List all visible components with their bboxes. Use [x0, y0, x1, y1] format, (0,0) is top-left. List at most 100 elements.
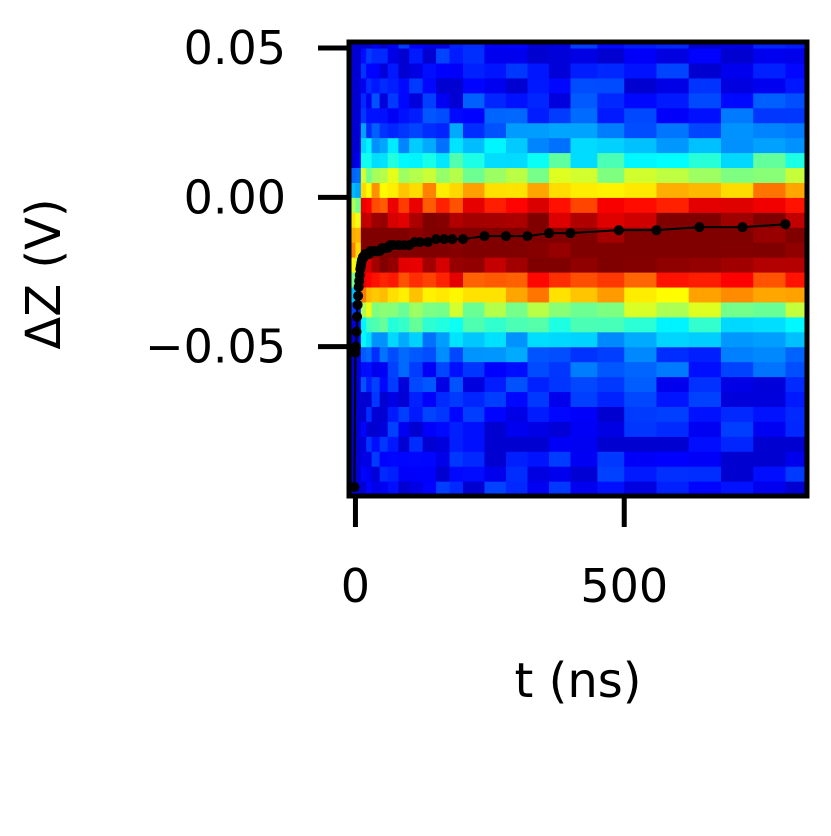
heatmap-cell — [548, 182, 572, 198]
heatmap-cell — [505, 122, 529, 139]
heatmap-cell — [785, 406, 807, 422]
heatmap-cell — [597, 137, 625, 154]
heatmap-cell — [449, 346, 464, 363]
heatmap-cell — [387, 47, 400, 64]
heatmap-cell — [753, 361, 787, 378]
heatmap-cell — [656, 242, 690, 258]
heatmap-cell — [371, 481, 381, 496]
heatmap-cell — [398, 346, 410, 363]
heatmap-cell — [688, 301, 722, 318]
heatmap-cell — [379, 42, 389, 49]
heatmap-cell — [597, 361, 625, 378]
heatmap-cell — [527, 436, 550, 452]
heatmap-cell — [371, 227, 381, 243]
heatmap-cell — [597, 92, 625, 109]
heatmap-cell — [360, 167, 367, 183]
heatmap-cell — [688, 92, 722, 109]
heatmap-cell — [398, 182, 410, 198]
heatmap-cell — [548, 122, 572, 139]
heatmap-cell — [387, 301, 400, 318]
heatmap-cell — [449, 92, 464, 109]
heatmap-cell — [355, 182, 362, 198]
heatmap-cell — [355, 137, 362, 154]
heatmap-cell — [785, 481, 807, 496]
heatmap-cell — [349, 212, 357, 228]
heatmap-cell — [398, 77, 410, 94]
data-point — [349, 482, 360, 493]
heatmap-cell — [349, 182, 357, 198]
heatmap-cell — [422, 346, 437, 363]
heatmap-cell — [656, 481, 690, 496]
heatmap-cell — [349, 107, 357, 124]
heatmap-cell — [597, 212, 625, 228]
heatmap-cell — [409, 62, 424, 79]
heatmap-cell — [570, 331, 598, 348]
heatmap-cell — [355, 77, 362, 94]
heatmap-cell — [436, 481, 451, 496]
heatmap-cell — [436, 107, 451, 124]
heatmap-cell — [349, 361, 357, 378]
heatmap-cell — [753, 421, 787, 437]
heatmap-cell — [355, 212, 362, 228]
heatmap-cell — [462, 42, 486, 49]
heatmap-cell — [379, 271, 389, 288]
heatmap-cell — [548, 167, 572, 183]
heatmap-cell — [349, 42, 357, 49]
heatmap-cell — [409, 316, 424, 333]
heatmap-cell — [570, 406, 598, 422]
heatmap-cell — [349, 406, 357, 422]
heatmap-cell — [371, 406, 381, 422]
heatmap-cell — [720, 361, 754, 378]
heatmap-cell — [422, 286, 437, 303]
heatmap-cell — [688, 466, 722, 482]
heatmap-cell — [548, 421, 572, 437]
heatmap-cell — [360, 77, 367, 94]
heatmap-cell — [720, 212, 754, 228]
heatmap-cell — [688, 271, 722, 288]
heatmap-cell — [355, 152, 362, 169]
heatmap-cell — [379, 286, 389, 303]
heatmap-cell — [349, 331, 357, 348]
heatmap-cell — [688, 316, 722, 333]
heatmap-cell — [548, 286, 572, 303]
heatmap-cell — [484, 481, 507, 496]
heatmap-cell — [720, 137, 754, 154]
heatmap-cell — [688, 286, 722, 303]
heatmap-cell — [720, 197, 754, 213]
heatmap-cell — [398, 436, 410, 452]
heatmap-cell — [436, 436, 451, 452]
heatmap-cell — [387, 212, 400, 228]
heatmap-cell — [371, 301, 381, 318]
heatmap-cell — [409, 346, 424, 363]
heatmap-cell — [785, 92, 807, 109]
heatmap-cell — [624, 197, 658, 213]
heatmap-cell — [656, 197, 690, 213]
heatmap-cell — [688, 137, 722, 154]
heatmap-cell — [387, 316, 400, 333]
heatmap-cell — [597, 152, 625, 169]
heatmap-cell — [366, 361, 373, 378]
heatmap-cell — [371, 376, 381, 393]
heatmap-cell — [548, 227, 572, 243]
heatmap-cell — [484, 152, 507, 169]
heatmap-cell — [548, 406, 572, 422]
heatmap-cell — [484, 346, 507, 363]
heatmap-cell — [548, 346, 572, 363]
heatmap-cell — [548, 47, 572, 64]
heatmap-cell — [624, 346, 658, 363]
heatmap-cell — [597, 286, 625, 303]
heatmap-cell — [720, 152, 754, 169]
heatmap-cell — [597, 107, 625, 124]
heatmap-cell — [462, 481, 486, 496]
heatmap-cell — [379, 212, 389, 228]
heatmap-cell — [449, 406, 464, 422]
heatmap-cell — [688, 451, 722, 467]
heatmap-cell — [785, 451, 807, 467]
heatmap-cell — [570, 197, 598, 213]
heatmap-cell — [366, 406, 373, 422]
heatmap-cell — [688, 47, 722, 64]
heatmap-cell — [527, 406, 550, 422]
heatmap-cell — [527, 212, 550, 228]
heatmap-cell — [422, 197, 437, 213]
